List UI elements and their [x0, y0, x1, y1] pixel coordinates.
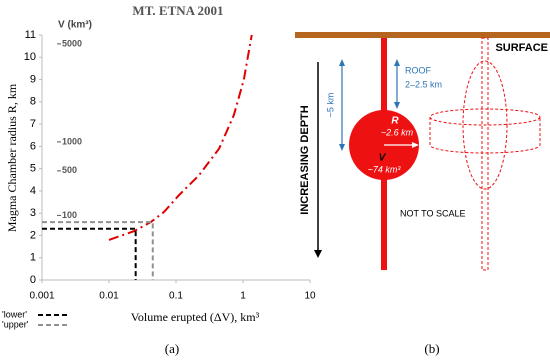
v-axis-label: V (km³) [58, 20, 92, 31]
depth-5km-label: ~5 km [325, 93, 335, 118]
x-tick-label: 1 [240, 291, 246, 302]
y-tick-label: 11 [25, 29, 36, 41]
y-tick-label: 10 [24, 51, 36, 63]
chart-title: MT. ETNA 2001 [132, 3, 223, 18]
x-tick-label: 0.1 [169, 291, 183, 302]
v-tick-label: 5000 [62, 38, 82, 48]
x-tick-label: 0.01 [99, 291, 119, 302]
y-tick-label: 1 [30, 252, 36, 264]
y-tick-label: 6 [30, 140, 36, 152]
y-tick-label: 4 [30, 185, 36, 197]
y-tick-label: 9 [30, 73, 36, 85]
alt-chamber [429, 37, 541, 271]
line [108, 34, 253, 241]
x-tick-label: 0.001 [29, 291, 54, 302]
arrow-head [412, 142, 419, 148]
v-tick-label: 1000 [62, 136, 82, 146]
y-tick-label: 2 [30, 229, 36, 241]
surface-bar [295, 32, 550, 38]
v-tick-label: 500 [62, 165, 77, 175]
caption: (b) [424, 341, 439, 356]
radius-label: ~2.6 km [381, 127, 414, 137]
y-tick-label: 7 [30, 118, 36, 130]
depth-label: INCREASING DEPTH [299, 105, 311, 214]
x-axis-label: Volume erupted (ΔV), km³ [131, 310, 260, 324]
surface-label: SURFACE [495, 42, 548, 54]
roof-depth: 2–2.5 km [405, 79, 442, 89]
volume-symbol: V [379, 153, 387, 164]
y-tick-label: 3 [30, 207, 36, 219]
y-tick-label: 0 [30, 274, 36, 286]
v-tick-label: 100 [62, 210, 77, 220]
legend-label: 'upper' [2, 319, 29, 329]
legend-label: 'lower' [2, 309, 27, 319]
volume-label: ~74 km³ [368, 164, 402, 174]
line [42, 227, 137, 280]
radius-symbol: R [391, 116, 399, 127]
y-tick-label: 8 [30, 96, 36, 108]
roof-label: ROOF [405, 65, 432, 75]
x-tick-label: 10 [304, 291, 316, 302]
y-tick-label: 5 [30, 163, 36, 175]
y-axis-label: Magma Chamber radius R, km [5, 83, 19, 232]
line [42, 221, 154, 280]
arrow-head [314, 250, 322, 258]
note: NOT TO SCALE [400, 208, 466, 218]
caption: (a) [165, 341, 179, 356]
